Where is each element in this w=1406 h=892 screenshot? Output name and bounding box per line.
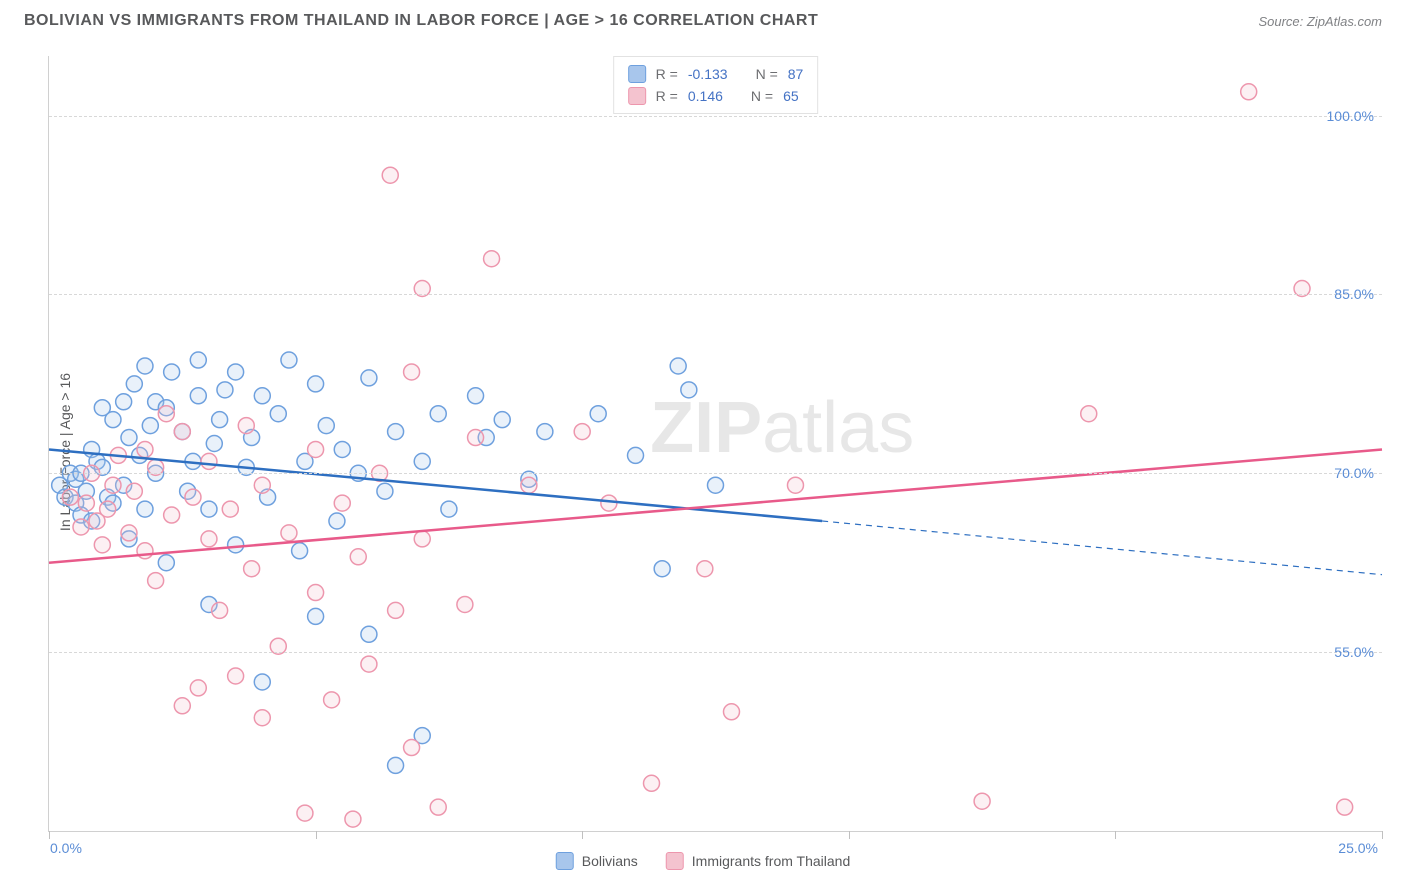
legend-item-bolivians: Bolivians bbox=[556, 852, 638, 870]
scatter-plot-svg bbox=[49, 56, 1382, 831]
x-tick-last: 25.0% bbox=[1338, 840, 1378, 856]
source-label: Source: ZipAtlas.com bbox=[1258, 14, 1382, 29]
x-tick-first: 0.0% bbox=[50, 840, 82, 856]
y-tick-label: 55.0% bbox=[1334, 644, 1374, 660]
series-legend: Bolivians Immigrants from Thailand bbox=[556, 852, 851, 870]
swatch-icon bbox=[666, 852, 684, 870]
legend-label: Immigrants from Thailand bbox=[692, 853, 850, 869]
legend-item-thailand: Immigrants from Thailand bbox=[666, 852, 850, 870]
y-tick-label: 100.0% bbox=[1327, 108, 1374, 124]
y-tick-label: 70.0% bbox=[1334, 465, 1374, 481]
chart-title: BOLIVIAN VS IMMIGRANTS FROM THAILAND IN … bbox=[24, 12, 818, 30]
legend-label: Bolivians bbox=[582, 853, 638, 869]
swatch-icon bbox=[556, 852, 574, 870]
y-tick-label: 85.0% bbox=[1334, 286, 1374, 302]
chart-plot-area: In Labor Force | Age > 16 R = -0.133 N =… bbox=[48, 56, 1382, 832]
